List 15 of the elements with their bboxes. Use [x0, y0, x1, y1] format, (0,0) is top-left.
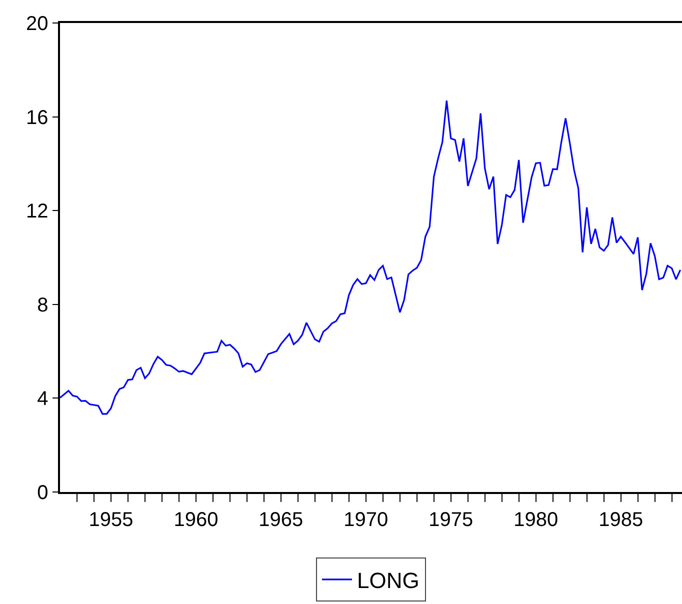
legend-label: LONG: [357, 568, 420, 594]
line-series: [60, 100, 682, 415]
y-tick-label: 12: [26, 200, 48, 223]
x-tick-label: 1985: [598, 508, 644, 531]
x-tick-label: 1965: [258, 508, 304, 531]
x-tick-label: 1960: [174, 508, 218, 531]
y-tick-label: 16: [26, 106, 48, 129]
y-tick-label: 8: [37, 294, 48, 316]
x-tick-label: 1955: [88, 508, 134, 531]
x-tick-label: 1975: [428, 508, 474, 531]
y-tick-label: 0: [37, 482, 48, 504]
x-tick-label: 1980: [514, 508, 558, 531]
y-tick-label: 20: [26, 13, 48, 35]
y-tick-label: 4: [37, 388, 48, 410]
x-tick-label: 1970: [344, 508, 388, 531]
